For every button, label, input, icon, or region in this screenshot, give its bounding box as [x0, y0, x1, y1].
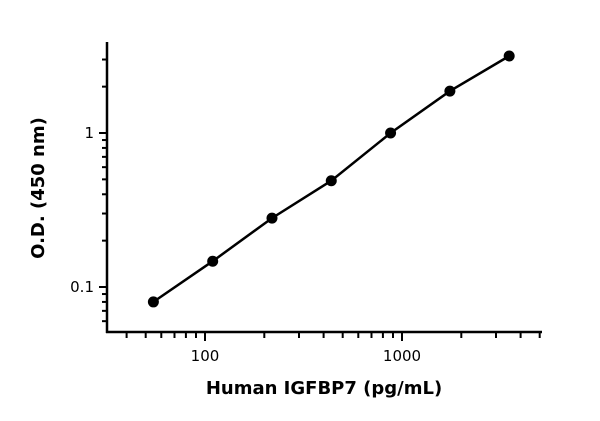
- y-tick-label: 1: [84, 124, 94, 142]
- x-tick-label: 100: [191, 347, 220, 365]
- data-points: [147, 50, 515, 308]
- data-point: [325, 175, 337, 187]
- data-point: [266, 212, 278, 224]
- x-tick-label: 1000: [383, 347, 421, 365]
- data-point: [444, 85, 456, 97]
- x-ticks: [125, 332, 541, 341]
- x-axis-title: Human IGFBP7 (pg/mL): [206, 378, 442, 399]
- y-axis-title: O.D. (450 nm): [28, 117, 49, 259]
- y-tick-labels: 0.11: [70, 124, 94, 296]
- x-tick-labels: 100 1000: [191, 347, 421, 365]
- y-ticks: [99, 58, 107, 323]
- data-point: [207, 255, 219, 267]
- data-point: [385, 127, 397, 139]
- data-point: [503, 50, 515, 62]
- data-point: [147, 296, 159, 308]
- y-tick-label: 0.1: [70, 278, 94, 296]
